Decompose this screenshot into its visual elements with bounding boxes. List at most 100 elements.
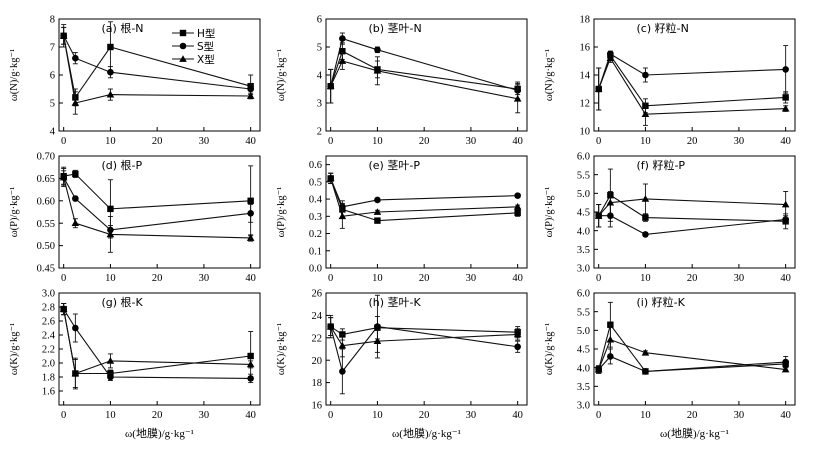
y-tick-label: 0.70: [37, 152, 55, 163]
x-tick-label: 30: [734, 273, 745, 284]
data-point: [339, 368, 346, 375]
y-tick-label: 3.5: [577, 245, 590, 256]
x-tick-label: 40: [780, 273, 791, 284]
y-tick-label: 2.6: [42, 317, 55, 328]
series-H型: [60, 303, 254, 390]
x-tick-label: 10: [372, 410, 383, 421]
chart-panel-8: 16 18 20 22 24 26 0 10 20 30 40 (h) 茎叶-K ω(K)/g·kg⁻¹…: [276, 289, 528, 440]
x-tick-label: 30: [734, 410, 745, 421]
y-tick-label: 26: [312, 289, 323, 300]
data-point: [782, 358, 789, 366]
data-point: [106, 357, 115, 364]
series-X型: [594, 324, 790, 374]
y-tick-label: 5.5: [577, 170, 590, 181]
series-line: [598, 215, 786, 235]
panel-title: (i) 籽粒-K: [637, 295, 686, 309]
x-tick-label: 10: [640, 273, 651, 284]
y-tick-label: 0.3: [309, 212, 322, 223]
series-X型: [59, 26, 255, 115]
data-point: [72, 195, 79, 202]
x-tick-label: 0: [328, 410, 333, 421]
series-line: [330, 50, 518, 90]
data-point: [107, 205, 114, 213]
x-tick-label: 10: [372, 273, 383, 284]
y-tick-label: 4: [50, 127, 56, 138]
data-point: [106, 90, 115, 98]
series-X型: [594, 183, 790, 228]
x-tick-label: 40: [780, 410, 791, 421]
series-line: [598, 198, 786, 217]
x-tick-label: 40: [780, 136, 791, 147]
x-tick-label: 40: [245, 410, 256, 421]
data-point: [71, 219, 80, 227]
x-tick-label: 40: [512, 273, 523, 284]
plot-frame: [593, 292, 796, 406]
y-tick-label: 14: [580, 71, 591, 82]
x-tick-label: 0: [61, 273, 66, 284]
y-tick-label: 24: [312, 311, 323, 322]
series-line: [63, 308, 251, 379]
x-tick-label: 10: [105, 273, 116, 284]
x-tick-label: 20: [152, 410, 163, 421]
series-X型: [594, 53, 790, 126]
x-tick-label: 30: [466, 410, 477, 421]
data-point: [339, 35, 346, 42]
x-tick-label: 40: [245, 136, 256, 147]
plot-frame: [58, 155, 261, 269]
data-point: [594, 85, 603, 92]
data-point: [72, 324, 79, 332]
x-tick-label: 0: [61, 410, 66, 421]
y-tick-label: 20: [312, 356, 323, 367]
series-X型: [59, 168, 255, 253]
x-tick-label: 40: [245, 273, 256, 284]
x-tick-label: 20: [687, 410, 698, 421]
legend-label: H型: [197, 27, 215, 40]
data-point: [71, 99, 80, 106]
data-point: [513, 203, 522, 210]
legend-marker: [179, 42, 187, 50]
series-S型: [60, 303, 254, 384]
y-tick-label: 0.60: [37, 196, 55, 207]
series-line: [598, 53, 786, 90]
series-line: [330, 326, 518, 336]
data-point: [247, 375, 254, 382]
series-H型: [327, 314, 521, 341]
data-point: [71, 369, 80, 377]
plot-frame: [325, 292, 528, 406]
plot-frame: [58, 18, 261, 132]
y-tick-label: 5: [317, 43, 322, 54]
x-tick-label: 10: [105, 410, 116, 421]
data-point: [247, 210, 254, 217]
x-tick-label: 30: [199, 410, 210, 421]
data-point: [641, 195, 650, 202]
x-tick-label: 40: [512, 410, 523, 421]
series-S型: [327, 32, 521, 104]
x-tick-label: 0: [596, 273, 601, 284]
x-tick-label: 0: [596, 410, 601, 421]
y-tick-label: 2.0: [42, 359, 55, 370]
data-point: [107, 373, 114, 381]
legend-marker: [179, 55, 187, 62]
data-point: [326, 322, 335, 330]
y-axis-label: ω(N)/g·kg⁻¹: [9, 49, 20, 101]
series-S型: [327, 294, 521, 395]
data-point: [246, 360, 255, 368]
data-point: [374, 323, 381, 330]
y-tick-label: 16: [580, 43, 591, 54]
series-S型: [327, 172, 521, 211]
data-point: [338, 212, 347, 220]
y-tick-label: 4.0: [577, 226, 590, 237]
y-tick-label: 5.0: [577, 326, 590, 337]
y-tick-label: 1.6: [42, 387, 55, 398]
plot-frame: [325, 155, 528, 269]
series-S型: [595, 45, 789, 111]
y-tick-label: 22: [312, 333, 323, 344]
x-tick-label: 20: [419, 273, 430, 284]
chart-panel-9: 3.0 3.5 4.0 4.5 5.0 5.5 6.0 0 10 20 30 40 (i) 籽粒-K ω(…: [544, 289, 796, 440]
y-tick-label: 3: [317, 99, 322, 110]
data-point: [338, 57, 347, 64]
